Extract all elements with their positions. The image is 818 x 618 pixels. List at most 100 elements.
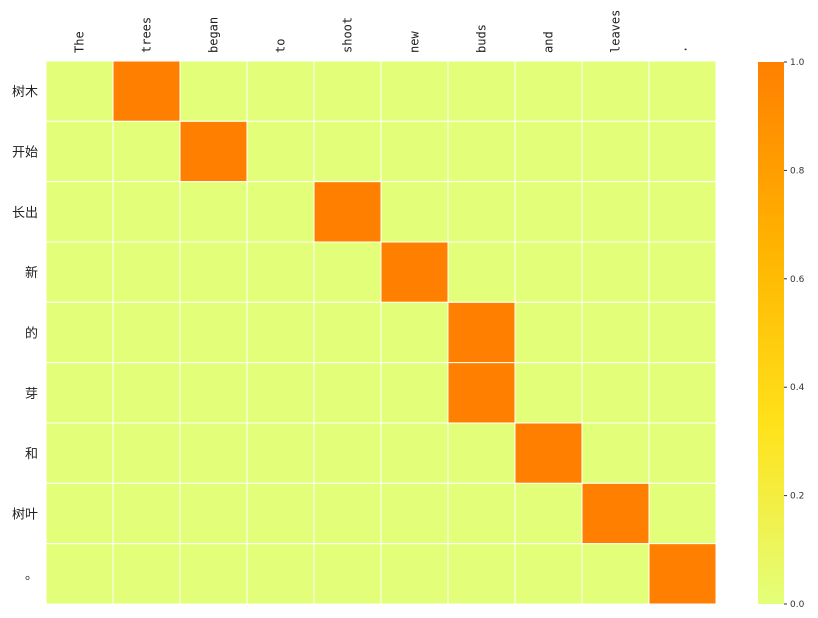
heatmap-cell-r2-c3	[246, 181, 315, 243]
heatmap-cell-r6-c4	[313, 422, 382, 484]
heatmap-cell-r2-c5	[380, 181, 449, 243]
heatmap-cell-r0-c1	[112, 60, 181, 122]
y-tick-label: 新	[25, 265, 38, 281]
colorbar-tick-label: 0.0	[790, 600, 805, 610]
heatmap-cell-r4-c9	[648, 301, 717, 364]
heatmap-cell-r1-c2	[179, 120, 248, 183]
heatmap-cell-r8-c7	[514, 543, 583, 605]
heatmap-cell-r3-c7	[514, 241, 583, 303]
heatmap-cell-r0-c6	[447, 60, 516, 122]
heatmap-cell-r7-c6	[447, 482, 516, 545]
colorbar-tick-label: 1.0	[790, 58, 805, 68]
x-tick-label: began	[207, 17, 221, 53]
x-tick-label: new	[408, 31, 422, 53]
heatmap-cell-r8-c8	[581, 543, 650, 605]
heatmap-cell-r5-c2	[179, 362, 248, 424]
x-tick-label: and	[542, 31, 556, 53]
heatmap-cell-r1-c5	[380, 120, 449, 183]
heatmap-cell-r1-c3	[246, 120, 315, 183]
heatmap-cell-r7-c8	[581, 482, 650, 545]
heatmap-cell-r4-c4	[313, 301, 382, 364]
heatmap-cell-r2-c9	[648, 181, 717, 243]
heatmap-cell-r0-c7	[514, 60, 583, 122]
heatmap-cell-r8-c5	[380, 543, 449, 605]
colorbar-tick-labels: 0.0 0.2 0.4 0.6 0.8 1.0	[784, 58, 805, 610]
heatmap-cell-r5-c1	[112, 362, 181, 424]
heatmap-cell-r3-c4	[313, 241, 382, 303]
colorbar-gradient	[758, 62, 784, 604]
heatmap-cell-r5-c5	[380, 362, 449, 424]
heatmap-cell-r3-c1	[112, 241, 181, 303]
heatmap-cell-r1-c7	[514, 120, 583, 183]
heatmap-cell-r7-c2	[179, 482, 248, 545]
heatmap-cell-r0-c9	[648, 60, 717, 122]
heatmap-cell-r2-c4	[313, 181, 382, 243]
heatmap-cell-r5-c7	[514, 362, 583, 424]
heatmap-cell-r8-c6	[447, 543, 516, 605]
heatmap-cell-r4-c1	[112, 301, 181, 364]
heatmap-cell-r4-c0	[45, 301, 114, 364]
heatmap-cell-r2-c6	[447, 181, 516, 243]
heatmap-cell-r1-c6	[447, 120, 516, 183]
heatmap-cell-r6-c5	[380, 422, 449, 484]
heatmap-cell-r2-c2	[179, 181, 248, 243]
heatmap-cell-r5-c8	[581, 362, 650, 424]
heatmap-cell-r7-c5	[380, 482, 449, 545]
colorbar-tick-label: 0.6	[790, 275, 805, 285]
heatmap-cell-r1-c9	[648, 120, 717, 183]
heatmap-cell-r7-c1	[112, 482, 181, 545]
heatmap-cell-r4-c7	[514, 301, 583, 364]
y-tick-label: 长出	[12, 206, 38, 221]
y-tick-label: 。	[25, 568, 38, 583]
heatmap-cell-r1-c1	[112, 120, 181, 183]
heatmap-cell-r0-c0	[45, 60, 114, 122]
heatmap-cell-r5-c3	[246, 362, 315, 424]
y-tick-label: 和	[25, 447, 38, 462]
y-tick-label: 的	[25, 326, 38, 342]
heatmap-cell-r1-c4	[313, 120, 382, 183]
heatmap-cell-r6-c3	[246, 422, 315, 484]
heatmap-cell-r4-c2	[179, 301, 248, 364]
heatmap-cell-r3-c0	[45, 241, 114, 303]
heatmap-cell-r7-c9	[648, 482, 717, 545]
heatmap-cell-r8-c9	[648, 543, 717, 605]
heatmap-cell-r7-c3	[246, 482, 315, 545]
heatmap-cell-r3-c6	[447, 241, 516, 303]
heatmap-cell-r2-c7	[514, 181, 583, 243]
heatmap-cell-r8-c3	[246, 543, 315, 605]
x-tick-label: to	[274, 39, 288, 53]
heatmap-cell-r3-c9	[648, 241, 717, 303]
colorbar-tick-label: 0.8	[790, 166, 805, 176]
heatmap-cell-r6-c2	[179, 422, 248, 484]
heatmap-cell-r6-c8	[581, 422, 650, 484]
heatmap-cell-r6-c1	[112, 422, 181, 484]
heatmap-cell-r0-c5	[380, 60, 449, 122]
heatmap-cell-r0-c2	[179, 60, 248, 122]
heatmap-cell-r4-c8	[581, 301, 650, 364]
heatmap-cell-r3-c2	[179, 241, 248, 303]
heatmap-cell-r3-c3	[246, 241, 315, 303]
x-tick-label: shoot	[341, 17, 355, 53]
heatmap-cell-r3-c5	[380, 241, 449, 303]
y-tick-label: 树木	[12, 85, 38, 100]
heatmap-cell-r2-c1	[112, 181, 181, 243]
colorbar: 0.0 0.2 0.4 0.6 0.8 1.0	[758, 58, 805, 610]
x-tick-label: buds	[475, 24, 489, 53]
heatmap-cells	[45, 60, 717, 605]
heatmap-cell-r1-c8	[581, 120, 650, 183]
colorbar-tick-label: 0.2	[790, 492, 804, 502]
heatmap-cell-r5-c0	[45, 362, 114, 424]
x-tick-labels: The trees began to shoot new buds and leaves.	[73, 10, 690, 53]
x-tick-label: leaves	[609, 10, 623, 53]
heatmap-cell-r3-c8	[581, 241, 650, 303]
heatmap-cell-r7-c4	[313, 482, 382, 545]
heatmap-cell-r0-c3	[246, 60, 315, 122]
heatmap-cell-r8-c2	[179, 543, 248, 605]
y-tick-label: 开始	[12, 146, 38, 161]
x-tick-label: .	[676, 46, 690, 53]
heatmap-cell-r8-c0	[45, 543, 114, 605]
heatmap-cell-r6-c6	[447, 422, 516, 484]
heatmap-cell-r7-c0	[45, 482, 114, 545]
